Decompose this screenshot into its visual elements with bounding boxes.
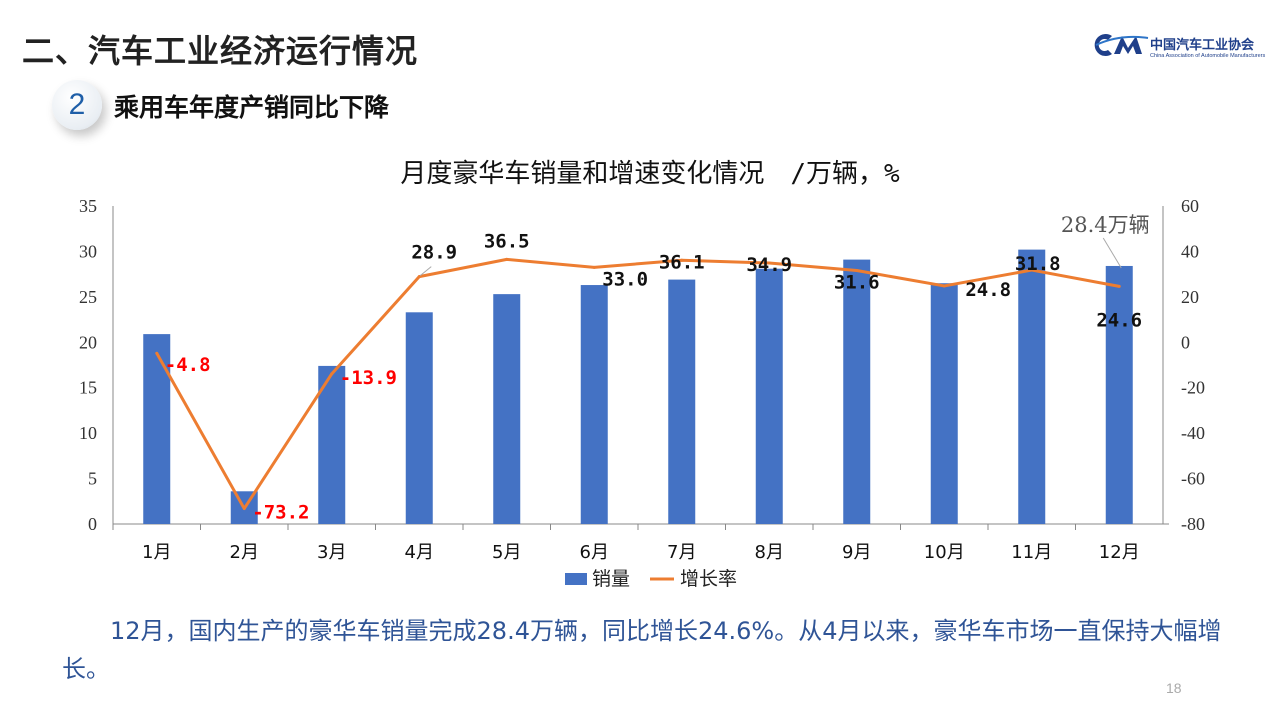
- growth-point-9月: [855, 269, 859, 273]
- x-tick-label: 11月: [1011, 542, 1052, 563]
- growth-point-12月: [1117, 284, 1121, 288]
- y-left-tick-label: 30: [79, 241, 97, 261]
- bar-series: [143, 249, 1133, 524]
- y-right-tick-label: 0: [1181, 332, 1190, 352]
- section-number-badge: 2: [52, 80, 102, 130]
- growth-label-9月: 31.6: [834, 272, 880, 294]
- growth-label-12月: 24.6: [1096, 309, 1142, 331]
- bar-7月: [668, 279, 696, 524]
- growth-label-1月: -4.8: [165, 354, 211, 376]
- y-right-tick-label: -60: [1181, 469, 1205, 489]
- data-labels: -4.8 -73.2 -13.9 28.9 36.5 33.0 36.1 34.9 31.6 24…: [165, 213, 1150, 524]
- x-tick-label: 5月: [492, 542, 521, 563]
- x-tick-label: 1月: [142, 542, 171, 563]
- growth-label-4月: 28.9: [411, 242, 457, 264]
- chart-axes: 0 5 10 15 20 25 30 35 -80 -60 -40 -20 0 20 40 60 1月 2月 3月 4…: [79, 196, 1205, 563]
- y-left-tick-label: 5: [88, 469, 97, 489]
- bar-5月: [493, 294, 521, 524]
- growth-label-10月: 24.8: [965, 279, 1011, 301]
- caam-logo-icon: [1094, 34, 1149, 56]
- bar-4月: [405, 312, 433, 524]
- section-title: 二、汽车工业经济运行情况: [22, 32, 419, 70]
- caam-logo: 中国汽车工业协会 China Association of Automobile…: [1092, 30, 1272, 70]
- y-left-tick-label: 0: [88, 514, 97, 534]
- growth-label-7月: 36.1: [659, 251, 705, 273]
- growth-point-2月: [242, 507, 246, 511]
- bar-9月: [843, 259, 871, 524]
- legend-bar-swatch: [565, 573, 587, 585]
- growth-point-4月: [417, 275, 421, 279]
- growth-label-3月: -13.9: [340, 367, 397, 389]
- growth-label-11月: 31.8: [1015, 253, 1061, 275]
- y-right-tick-label: 20: [1181, 287, 1199, 307]
- label-leader-4: [419, 266, 432, 277]
- y-right-tick-label: -80: [1181, 514, 1205, 534]
- sales-growth-chart: 月度豪华车销量和增速变化情况 /万辆，% 0 5 10 15 20 25 30 35 -80 -6…: [79, 159, 1205, 590]
- y-right-tick-label: 60: [1181, 196, 1199, 216]
- slide-subtitle: 乘用车年度产销同比下降: [114, 93, 390, 122]
- line-series: [155, 257, 1121, 511]
- annotation-leader: [1102, 237, 1122, 269]
- growth-point-3月: [330, 372, 334, 376]
- x-tick-label: 10月: [924, 542, 965, 563]
- growth-rate-line: [155, 257, 1120, 511]
- x-tick-label: 3月: [317, 542, 346, 563]
- growth-point-6月: [592, 265, 596, 269]
- growth-label-6月: 33.0: [602, 268, 648, 290]
- bar-6月: [580, 285, 608, 524]
- page-number: 18: [1166, 680, 1182, 696]
- y-left-tick-label: 35: [79, 196, 97, 216]
- legend-bar-label: 销量: [592, 568, 630, 590]
- growth-point-1月: [155, 351, 159, 355]
- bar-8月: [755, 268, 783, 524]
- growth-point-7月: [680, 258, 684, 262]
- y-right-tick-label: -20: [1181, 378, 1205, 398]
- growth-label-2月: -73.2: [252, 502, 309, 524]
- x-tick-label: 9月: [842, 542, 871, 563]
- x-tick-label: 12月: [1099, 542, 1140, 563]
- bar-1月: [143, 334, 171, 524]
- logo-name-cn: 中国汽车工业协会: [1150, 38, 1255, 53]
- growth-label-8月: 34.9: [746, 254, 792, 276]
- growth-point-5月: [505, 257, 509, 261]
- growth-point-8月: [767, 261, 771, 265]
- chart-title: 月度豪华车销量和增速变化情况 /万辆，%: [400, 159, 900, 189]
- growth-point-10月: [942, 284, 946, 288]
- logo-name-en: China Association of Automobile Manufact…: [1150, 53, 1266, 59]
- y-right-tick-label: -40: [1181, 423, 1205, 443]
- y-left-tick-label: 15: [79, 378, 97, 398]
- caption-text: 12月，国内生产的豪华车销量完成28.4万辆，同比增长24.6%。从4月以来，豪…: [62, 617, 1222, 683]
- bar-10月: [930, 283, 958, 524]
- y-left-tick-label: 25: [79, 287, 97, 307]
- y-left-tick-label: 10: [79, 423, 97, 443]
- bar-3月: [318, 365, 346, 524]
- y-left-tick-label: 20: [79, 332, 97, 352]
- growth-label-5月: 36.5: [484, 230, 530, 252]
- growth-point-11月: [1030, 268, 1034, 272]
- chart-legend: 销量 增长率: [565, 568, 737, 590]
- x-tick-label: 4月: [405, 542, 434, 563]
- annotation-label: 28.4万辆: [1061, 213, 1150, 237]
- bar-11月: [1018, 249, 1046, 524]
- y-right-tick-label: 40: [1181, 241, 1199, 261]
- bar-12月: [1105, 265, 1133, 524]
- x-tick-label: 8月: [755, 542, 784, 563]
- x-tick-label: 2月: [230, 542, 259, 563]
- x-tick-label: 6月: [580, 542, 609, 563]
- x-tick-label: 7月: [667, 542, 696, 563]
- legend-line-label: 增长率: [680, 568, 737, 590]
